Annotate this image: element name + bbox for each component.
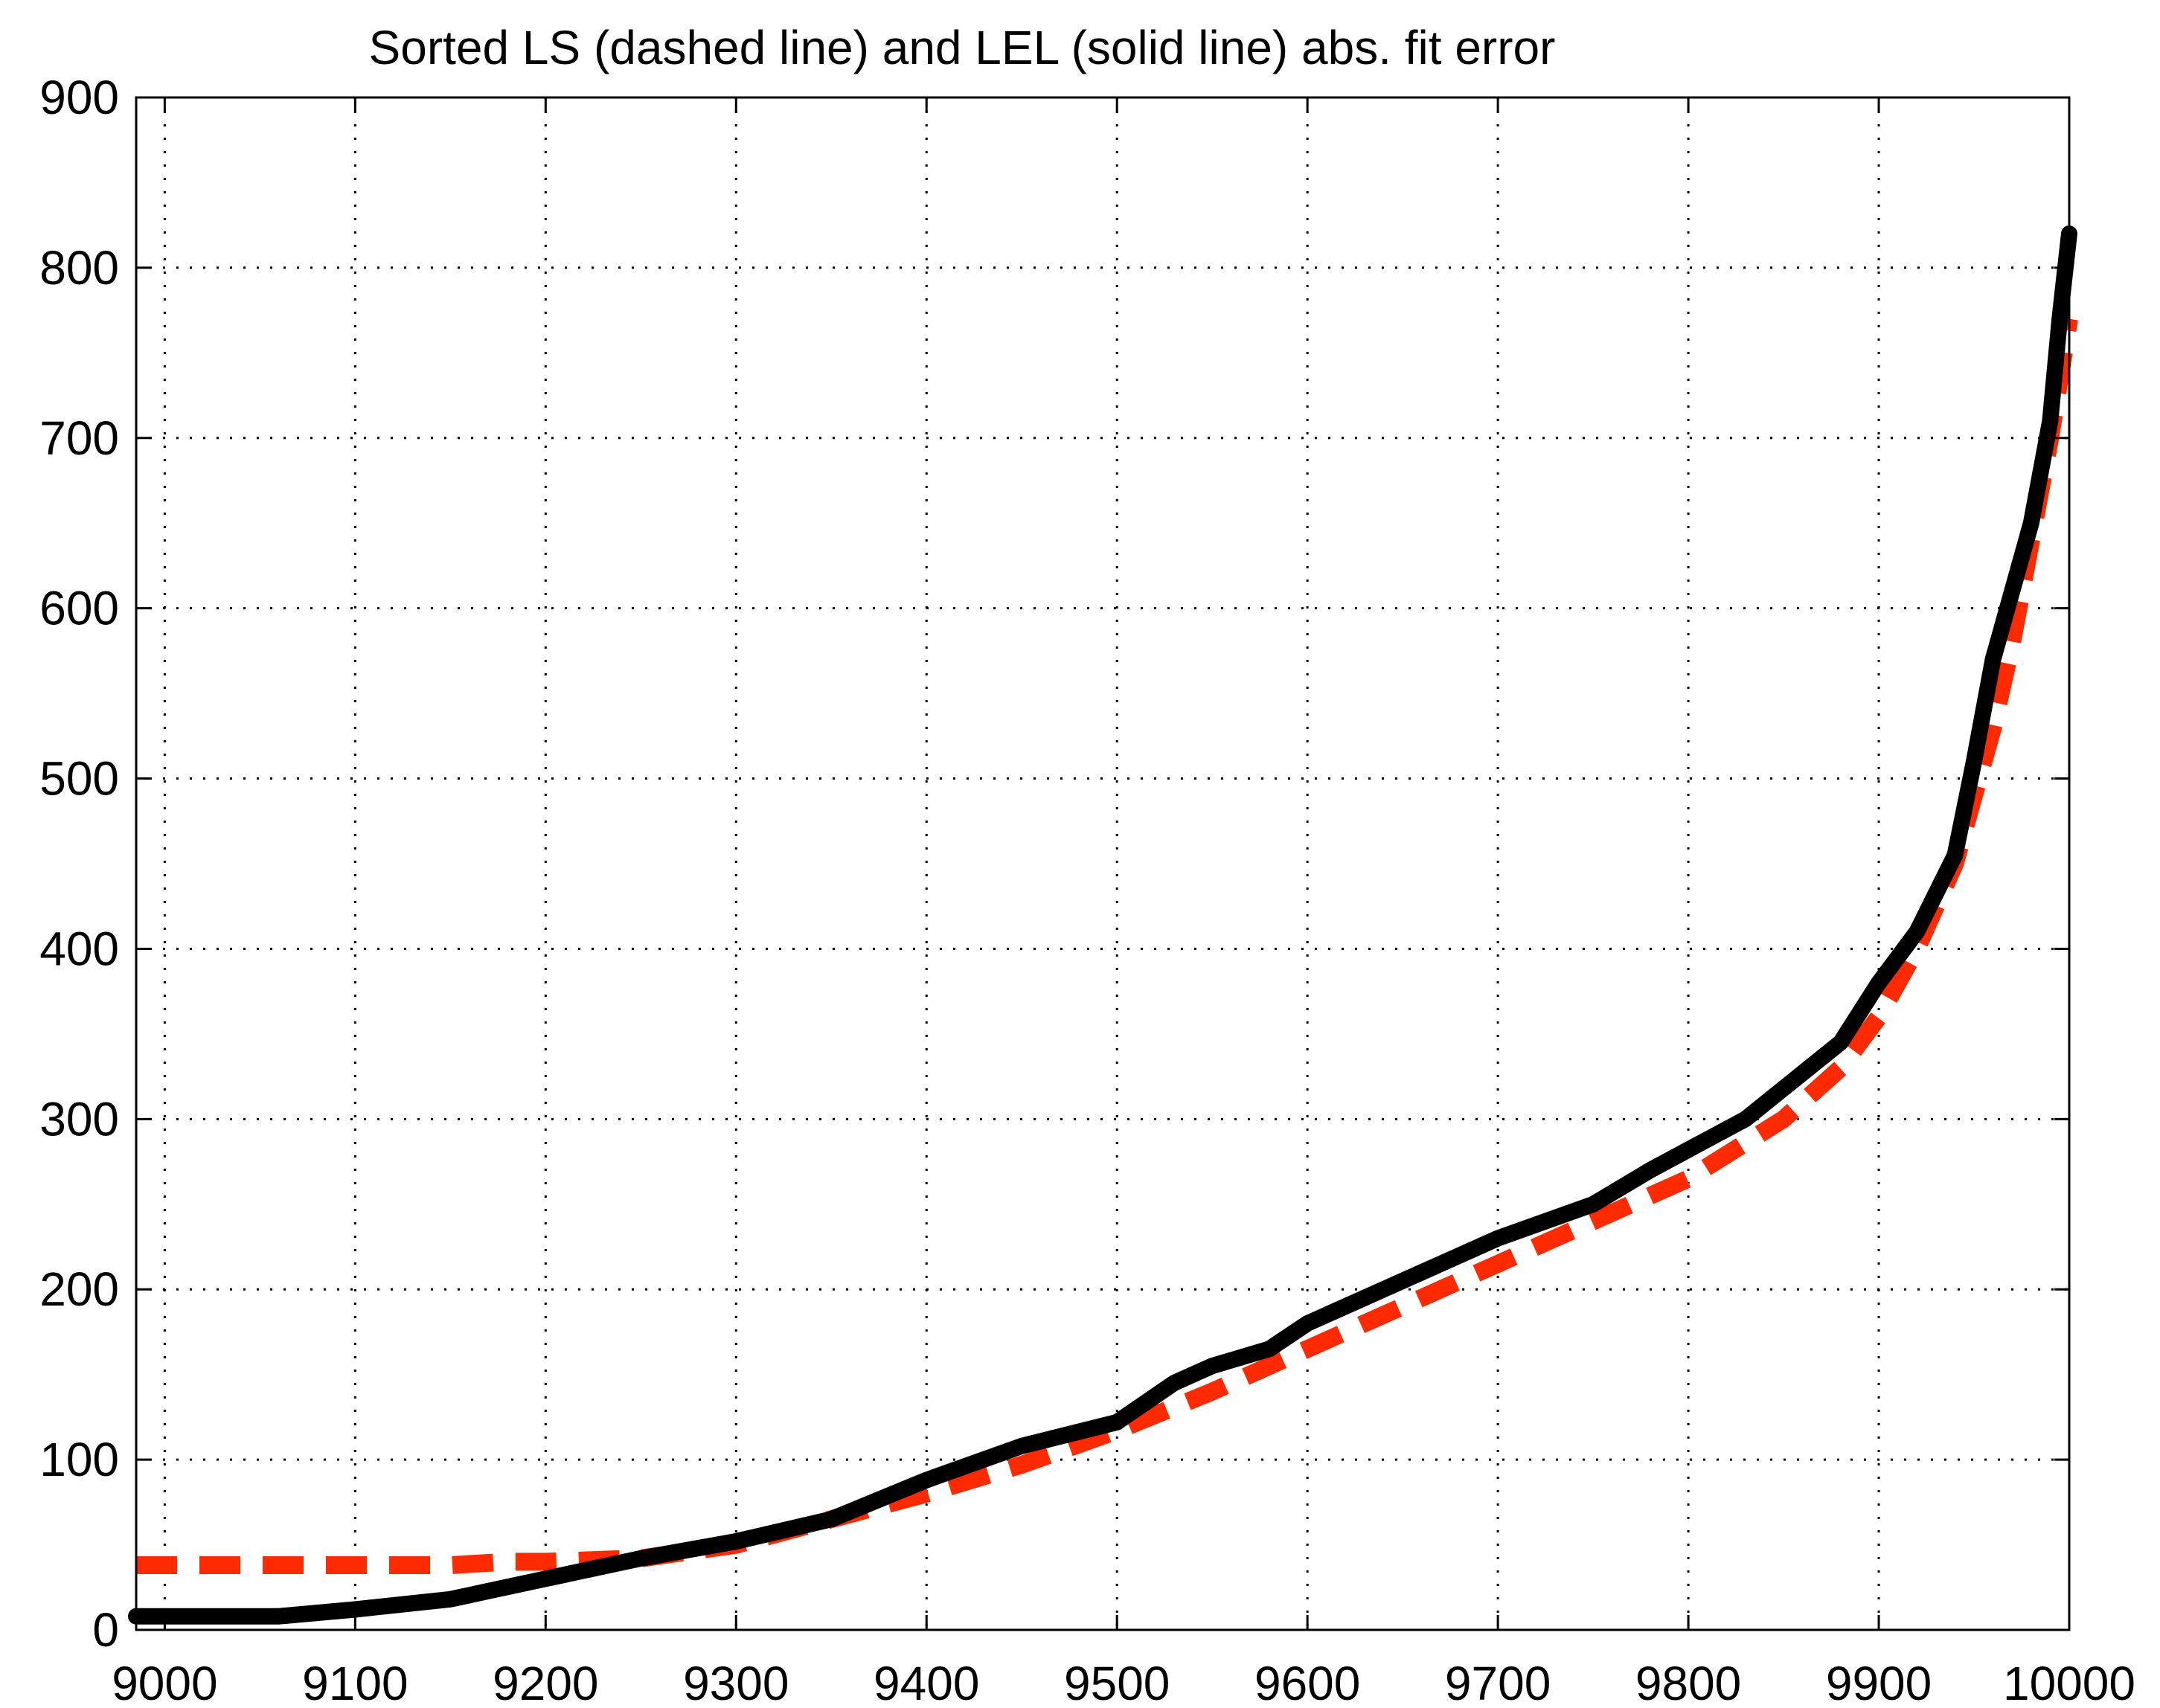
x-tick-label: 10000	[2003, 1657, 2135, 1708]
y-tick-label: 100	[39, 1433, 119, 1486]
x-tick-label: 9700	[1445, 1657, 1551, 1708]
lel-solid-line	[128, 225, 2077, 1625]
ls-dashed-line	[136, 317, 2078, 1574]
x-tick-label: 9600	[1254, 1657, 1360, 1708]
x-tick-label: 9000	[112, 1657, 217, 1708]
y-tick-label: 900	[39, 71, 119, 124]
grid-lines	[136, 97, 2069, 1630]
y-tick-label: 600	[39, 582, 119, 635]
y-tick-label: 800	[39, 241, 119, 295]
x-axis-tick-labels: 9000 9100 9200 9300 9400 9500 9600 9700 9800 9900…	[112, 1657, 2135, 1708]
x-tick-label: 9500	[1064, 1657, 1170, 1708]
axis-ticks	[136, 96, 2071, 1631]
x-tick-label: 9900	[1826, 1657, 1932, 1708]
x-tick-label: 9100	[302, 1657, 408, 1708]
y-tick-label: 200	[39, 1262, 119, 1316]
x-tick-label: 9400	[874, 1657, 979, 1708]
y-tick-label: 300	[39, 1092, 119, 1146]
plot-frame	[135, 96, 2071, 1631]
y-tick-label: 700	[39, 411, 119, 465]
y-tick-label: 500	[39, 752, 119, 806]
chart-title: Sorted LS (dashed line) and LEL (solid l…	[369, 21, 1556, 74]
x-tick-label: 9200	[493, 1657, 598, 1708]
y-axis-tick-labels: 0 100 200 300 400 500 600 700 800 900	[39, 71, 119, 1657]
x-tick-label: 9300	[683, 1657, 789, 1708]
series-layer	[128, 225, 2078, 1625]
x-tick-label: 9800	[1635, 1657, 1741, 1708]
y-tick-label: 400	[39, 922, 119, 975]
y-tick-label: 0	[92, 1603, 119, 1657]
